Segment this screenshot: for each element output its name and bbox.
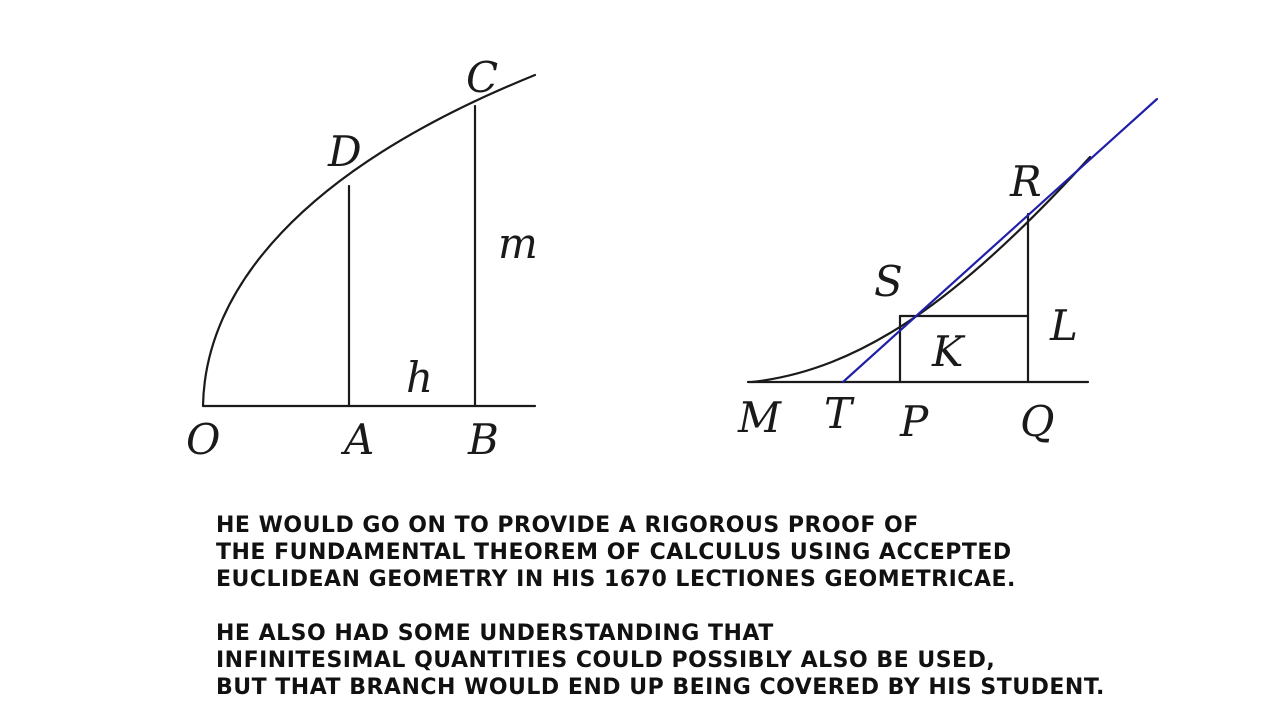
- caption-paragraph-2: He also had some understanding that infi…: [216, 620, 1256, 701]
- tangent-line: [841, 97, 1159, 384]
- caption-line: but that branch would end up being cover…: [216, 675, 1105, 700]
- caption-line: infinitesimal quantities could possibly …: [216, 648, 996, 673]
- label-S: S: [874, 257, 903, 306]
- label-h: h: [406, 353, 433, 402]
- caption-line: Euclidean geometry in his 1670 Lectiones…: [216, 567, 1016, 592]
- caption-paragraph-1: He would go on to provide a rigorous pro…: [216, 512, 1256, 593]
- label-T: T: [824, 389, 855, 438]
- caption-line: the fundamental theorem of calculus usin…: [216, 540, 1012, 565]
- label-R: R: [1009, 157, 1042, 206]
- label-K: K: [931, 327, 966, 376]
- left-curve: [201, 73, 537, 408]
- label-M: M: [737, 393, 782, 442]
- label-L: L: [1049, 301, 1078, 350]
- label-O: O: [186, 415, 220, 464]
- right-figure: R S L K M T P Q: [737, 97, 1159, 446]
- label-C: C: [466, 53, 498, 102]
- label-D: D: [327, 127, 362, 176]
- caption-line: He also had some understanding that: [216, 621, 774, 646]
- label-Q: Q: [1020, 397, 1054, 446]
- label-P: P: [899, 397, 929, 446]
- label-B: B: [467, 415, 499, 464]
- caption-line: He would go on to provide a rigorous pro…: [216, 513, 919, 538]
- label-m: m: [498, 219, 538, 268]
- left-figure: C D m h O A B: [186, 53, 538, 464]
- label-A: A: [340, 415, 374, 464]
